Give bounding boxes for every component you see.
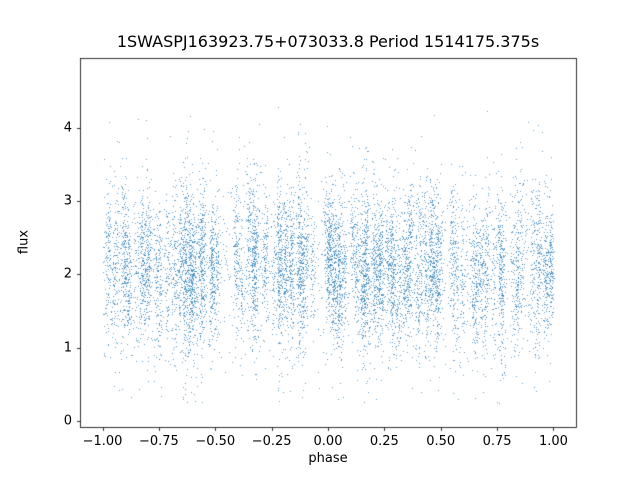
x-tick-label: −0.25	[251, 434, 292, 449]
x-tick-label: −0.50	[195, 434, 236, 449]
y-tick-label: 2	[63, 266, 72, 282]
x-tick-label: 1.00	[538, 434, 568, 449]
x-tick-label: 0.00	[313, 434, 343, 449]
x-tick-label: 0.75	[482, 434, 512, 449]
x-tick-label: 0.50	[426, 434, 456, 449]
y-tick-label: 4	[63, 120, 72, 136]
y-axis-label: flux	[16, 229, 32, 255]
y-tick-label: 0	[63, 413, 72, 429]
x-tick-label: −1.00	[82, 434, 123, 449]
y-tick-label: 1	[63, 340, 72, 356]
y-tick-label: 3	[63, 193, 72, 209]
x-tick-label: 0.25	[369, 434, 399, 449]
chart-title: 1SWASPJ163923.75+073033.8 Period 1514175…	[116, 32, 540, 51]
x-axis-label: phase	[308, 451, 348, 466]
x-tick-label: −0.75	[138, 434, 179, 449]
